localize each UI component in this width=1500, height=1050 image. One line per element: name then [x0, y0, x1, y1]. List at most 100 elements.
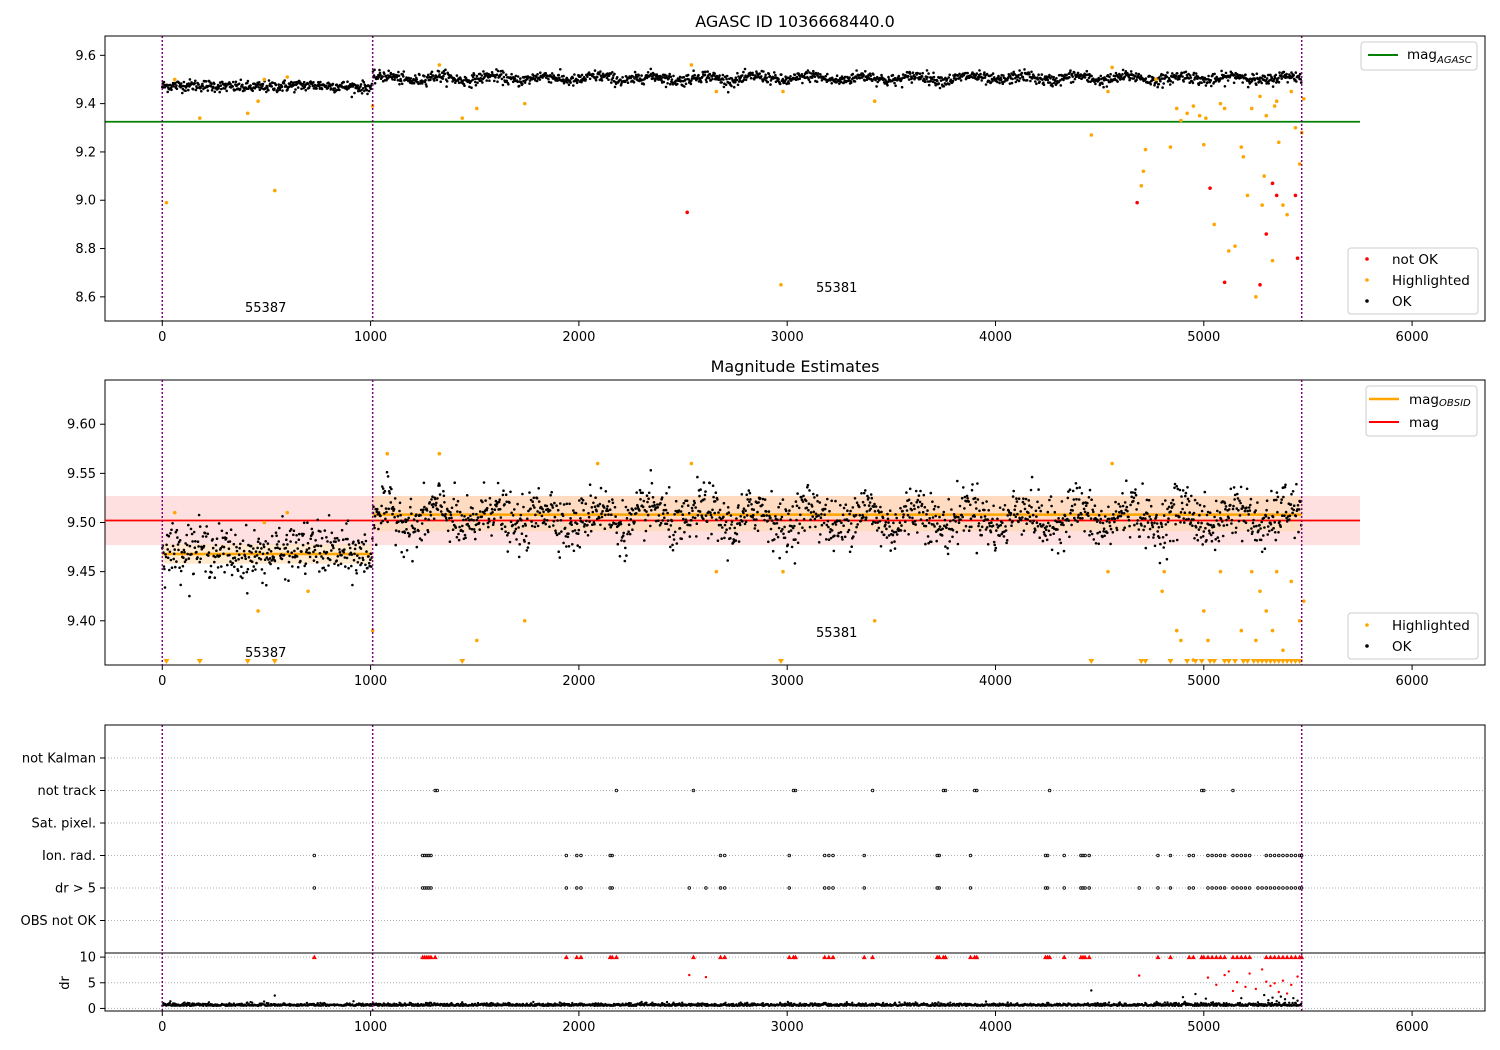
ok-point [738, 523, 742, 527]
ok-point [743, 516, 746, 519]
ok-point [846, 530, 850, 534]
ok-point [718, 508, 722, 512]
flag-point [435, 788, 439, 793]
ok-point [521, 82, 524, 86]
ok-point [591, 523, 594, 526]
ok-point [175, 560, 178, 563]
ok-point [592, 73, 595, 76]
ok-point [622, 531, 625, 535]
ok-point [300, 87, 303, 91]
ok-point [958, 72, 961, 76]
ok-point [389, 501, 393, 504]
ok-point [1273, 531, 1277, 534]
ok-point [313, 548, 317, 552]
ok-point [304, 88, 308, 92]
ok-point [1061, 517, 1065, 520]
ok-point [373, 68, 376, 72]
ok-point [219, 547, 223, 550]
ok-point [214, 555, 217, 559]
highlighted-point [1206, 638, 1210, 643]
ok-point [649, 524, 652, 528]
ok-point [456, 79, 460, 82]
ok-point [1083, 76, 1087, 79]
ok-point [774, 73, 777, 77]
ok-point [301, 82, 305, 86]
ok-point [950, 508, 953, 511]
ok-point [320, 536, 324, 540]
ok-point [1062, 523, 1065, 527]
ok-point [801, 500, 805, 503]
obsid-annotation-1: 55387 [245, 301, 286, 316]
highlighted-point [1222, 106, 1227, 111]
ok-point [892, 530, 896, 534]
ok-point [768, 74, 772, 78]
ok-point [970, 525, 973, 529]
ok-point [537, 487, 540, 490]
ok-point [398, 82, 401, 86]
ok-point [636, 75, 639, 79]
ok-point [589, 529, 593, 533]
ok-point [1169, 79, 1172, 83]
ok-point [879, 505, 882, 509]
ok-point [225, 89, 228, 93]
highlighted-point [1270, 628, 1275, 633]
ok-point [672, 74, 675, 78]
ok-point [1195, 533, 1198, 537]
ok-point [1259, 538, 1263, 542]
ok-point [625, 75, 628, 78]
ok-point [168, 568, 171, 572]
ok-point [356, 87, 359, 90]
ok-point [482, 481, 486, 484]
ok-point [432, 517, 436, 521]
chart-title: AGASC ID 1036668440.0 [695, 12, 895, 31]
ok-point [1003, 504, 1007, 507]
ok-point [931, 516, 935, 519]
ok-point [1229, 503, 1232, 507]
ok-point [450, 506, 454, 510]
ok-point [321, 557, 325, 560]
ok-point [796, 541, 800, 545]
ok-point [814, 512, 818, 516]
ok-point [993, 549, 997, 552]
ok-point [170, 566, 174, 569]
ok-point [285, 538, 288, 541]
ok-point [843, 535, 847, 539]
highlighted-point [1139, 183, 1144, 188]
ok-point [906, 74, 910, 78]
ok-point [535, 79, 539, 83]
ok-point [960, 513, 963, 517]
ok-point [186, 552, 189, 556]
ok-point [1216, 536, 1220, 539]
ok-point [1057, 80, 1060, 84]
ok-point [500, 77, 504, 81]
ok-point [1038, 536, 1041, 539]
ok-point [471, 78, 474, 82]
flag-row-label: Ion. rad. [42, 849, 96, 864]
flag-point [1222, 853, 1227, 858]
ok-point [182, 80, 186, 84]
ok-point [319, 530, 322, 533]
ok-point [1246, 509, 1249, 513]
ok-point [179, 82, 183, 85]
ok-point [1024, 497, 1028, 501]
ok-point [592, 501, 595, 505]
ok-point [383, 512, 386, 515]
ok-point [333, 87, 337, 90]
ok-point [532, 496, 536, 500]
ok-point [234, 559, 238, 562]
ok-point [826, 519, 830, 523]
ok-point [945, 526, 948, 530]
ok-point [198, 525, 202, 528]
ok-point [1247, 513, 1250, 516]
ok-point [340, 528, 344, 532]
magnitude-estimates-panel: 0 1000 2000 3000 4000 5000 6000 9.409.459.509.… [67, 357, 1486, 689]
flag-point [1272, 853, 1277, 858]
flag-point [1239, 853, 1243, 858]
ok-point [228, 553, 231, 557]
ok-point [919, 489, 922, 493]
ok-point [1238, 514, 1242, 517]
ok-point [531, 500, 534, 504]
ok-point [1072, 498, 1076, 501]
obsid-annotation-2: 55381 [816, 281, 857, 296]
ok-point [599, 523, 602, 527]
